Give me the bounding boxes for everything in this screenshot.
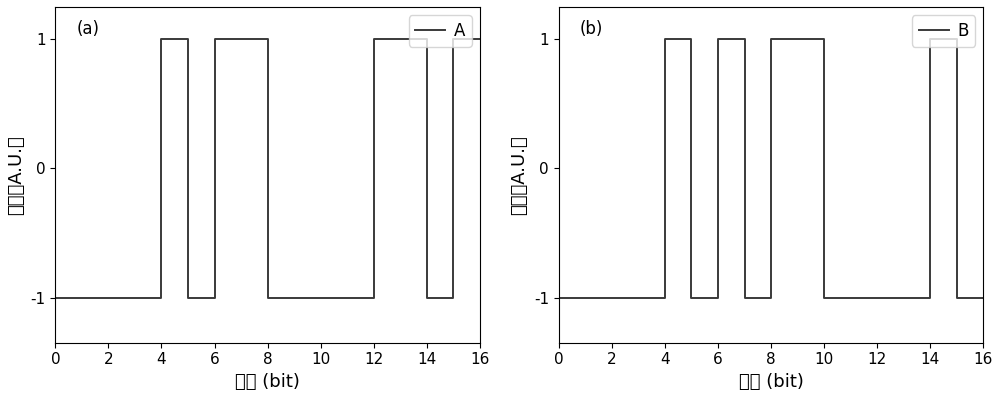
B <box>712 37 724 42</box>
B <box>818 295 830 300</box>
Y-axis label: 幅値（A.U.）: 幅値（A.U.） <box>510 135 528 215</box>
B <box>924 37 936 42</box>
B <box>685 295 697 300</box>
B <box>924 295 936 300</box>
A <box>182 295 194 300</box>
B <box>553 295 565 300</box>
B <box>818 37 830 42</box>
X-axis label: 码长 (bit): 码长 (bit) <box>235 373 300 391</box>
A <box>209 295 221 300</box>
B <box>659 37 671 42</box>
A <box>262 295 274 300</box>
B <box>951 295 963 300</box>
A <box>474 37 486 42</box>
Legend: A: A <box>409 15 472 47</box>
B <box>951 37 963 42</box>
Legend: B: B <box>912 15 975 47</box>
B <box>765 37 777 42</box>
B <box>712 295 724 300</box>
A <box>155 295 167 300</box>
B <box>977 295 989 300</box>
A <box>49 295 61 300</box>
A <box>368 37 380 42</box>
A <box>262 37 274 42</box>
X-axis label: 码长 (bit): 码长 (bit) <box>739 373 804 391</box>
Text: (a): (a) <box>77 20 100 38</box>
A <box>368 295 380 300</box>
Text: (b): (b) <box>580 20 603 38</box>
Y-axis label: 幅値（A.U.）: 幅値（A.U.） <box>7 135 25 215</box>
A <box>155 37 167 42</box>
A <box>447 295 459 300</box>
B <box>659 295 671 300</box>
Line: B: B <box>559 39 983 298</box>
A <box>447 37 459 42</box>
B <box>685 37 697 42</box>
A <box>421 37 433 42</box>
A <box>421 295 433 300</box>
Line: A: A <box>55 39 480 298</box>
A <box>182 37 194 42</box>
A <box>209 37 221 42</box>
B <box>765 295 777 300</box>
B <box>739 295 751 300</box>
B <box>739 37 751 42</box>
